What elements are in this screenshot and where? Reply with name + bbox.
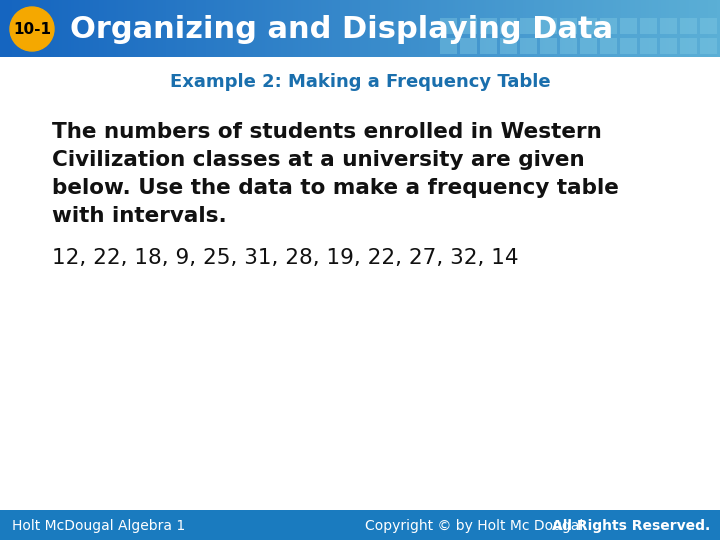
Text: 12, 22, 18, 9, 25, 31, 28, 19, 22, 27, 32, 14: 12, 22, 18, 9, 25, 31, 28, 19, 22, 27, 3… [52,248,518,268]
Text: Copyright © by Holt Mc Dougal.: Copyright © by Holt Mc Dougal. [365,519,592,533]
Bar [460,38,477,54]
Text: below. Use the data to make a frequency table: below. Use the data to make a frequency … [52,178,619,198]
Bar [640,18,657,34]
Text: Example 2: Making a Frequency Table: Example 2: Making a Frequency Table [170,73,550,91]
Bar [480,18,497,34]
Bar [600,38,617,54]
Bar [540,38,557,54]
Bar [0,510,720,540]
Circle shape [10,7,54,51]
Bar [440,18,457,34]
Bar [580,38,597,54]
Bar [660,18,677,34]
Bar [500,18,517,34]
Text: Organizing and Displaying Data: Organizing and Displaying Data [70,15,613,44]
Text: Holt McDougal Algebra 1: Holt McDougal Algebra 1 [12,519,185,533]
Bar [0,57,720,510]
Bar [640,38,657,54]
Bar [580,18,597,34]
Bar [620,18,637,34]
Bar [700,38,717,54]
Bar [500,38,517,54]
Bar [520,38,537,54]
Text: with intervals.: with intervals. [52,206,227,226]
Bar [520,18,537,34]
Text: 10-1: 10-1 [13,22,51,37]
Text: The numbers of students enrolled in Western: The numbers of students enrolled in West… [52,122,602,142]
Text: Civilization classes at a university are given: Civilization classes at a university are… [52,150,585,170]
Bar [620,38,637,54]
Bar [480,38,497,54]
Bar [660,38,677,54]
Bar [680,18,697,34]
Bar [680,38,697,54]
Bar [560,38,577,54]
Text: All Rights Reserved.: All Rights Reserved. [552,519,710,533]
Bar [560,18,577,34]
Bar [440,38,457,54]
Bar [540,18,557,34]
Bar [700,18,717,34]
Bar [460,18,477,34]
Bar [600,18,617,34]
